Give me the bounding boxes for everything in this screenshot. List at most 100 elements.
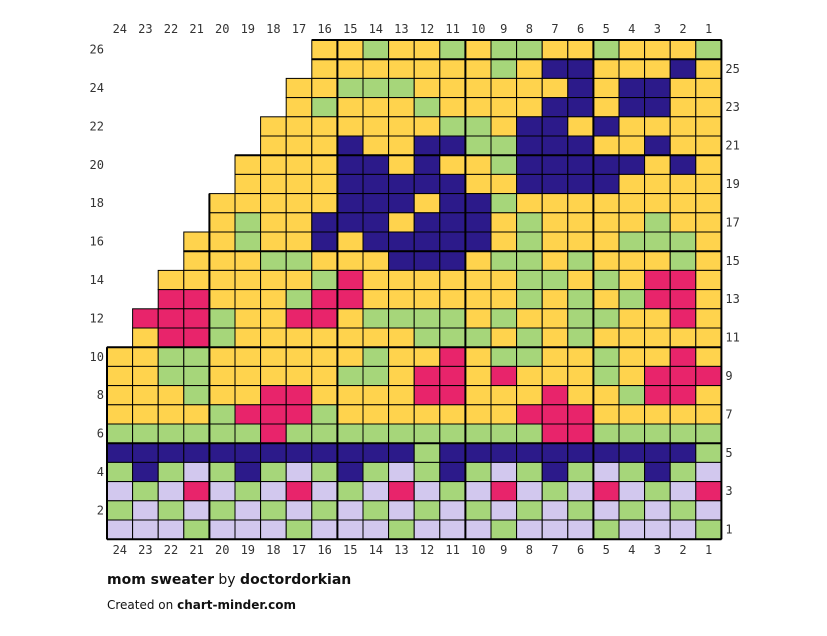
chart-cell [388,289,415,310]
chart-cell [413,327,441,348]
chart-cell [490,423,518,444]
chart-cell [260,327,287,348]
column-tick-top: 8 [526,22,533,36]
chart-cell [592,461,620,483]
chart-cell [362,404,390,425]
chart-cell [618,308,646,329]
chart-cell [695,423,722,444]
chart-cell [439,346,466,367]
chart-cell [567,77,594,99]
chart-cell [362,58,390,79]
chart-cell [516,461,543,483]
site-link[interactable]: chart-minder.com [177,598,296,612]
column-tick-bottom: 18 [266,543,280,557]
chart-cell [567,212,594,233]
chart-cell [132,365,159,387]
chart-cell [669,423,697,444]
chart-cell [592,193,620,214]
chart-cell [541,173,569,195]
row-tick-left: 26 [90,43,104,57]
column-tick-bottom: 17 [292,543,306,557]
chart-cell [567,385,594,406]
chart-cell [285,385,313,406]
chart-cell [106,519,134,540]
chart-cell [183,481,210,502]
chart-cell [618,500,646,521]
chart-cell [567,116,594,137]
column-tick-bottom: 13 [394,543,408,557]
chart-cell [541,116,569,137]
chart-cell [644,423,671,444]
chart-cell [516,500,543,521]
row-tick-left: 10 [90,350,104,364]
row-tick-right: 11 [725,331,739,345]
chart-cell [285,97,313,118]
chart-cell [285,193,313,214]
chart-cell [644,500,671,521]
chart-cell [285,250,313,271]
chart-cell [541,39,569,60]
chart-cell [669,500,697,521]
column-tick-top: 21 [189,22,203,36]
chart-cell [516,365,543,387]
chart-cell [644,385,671,406]
chart-cell [285,500,313,521]
row-tick-right: 21 [725,139,739,153]
chart-cell [413,385,441,406]
chart-cell [208,500,236,521]
chart-cell [388,39,415,60]
chart-cell [311,346,338,367]
chart-cell [234,308,262,329]
chart-cell [541,135,569,156]
chart-cell [669,308,697,329]
chart-cell [183,327,210,348]
chart-cell [208,212,236,233]
chart-cell [567,154,594,175]
chart-cell [567,346,594,367]
chart-cell [413,173,441,195]
chart-cell [439,365,466,387]
chart-cell [618,193,646,214]
chart-cell [695,327,722,348]
chart-cell [183,365,210,387]
chart-cell [592,289,620,310]
chart-cell [439,519,466,540]
chart-cell [311,327,338,348]
chart-cell [132,519,159,540]
chart-cell [592,346,620,367]
chart-cell [439,116,466,137]
chart-cell [260,231,287,252]
chart-cell [644,327,671,348]
chart-cell [208,308,236,329]
chart-cell [208,250,236,271]
chart-cell [695,77,722,99]
chart-cell [260,154,287,175]
chart-cell [260,461,287,483]
chart-cell [618,385,646,406]
column-tick-top: 1 [705,22,712,36]
chart-cell [439,250,466,271]
chart-cell [234,519,262,540]
chart-cell [592,423,620,444]
chart-cell [311,500,338,521]
chart-cell [618,250,646,271]
chart-cell [183,289,210,310]
chart-cell [669,135,697,156]
knitting-chart: 24 23 22 21 20 19 18 17 16 15 14 13 12 11 10 9 8 7 6 5 4 3 2 12… [90,22,740,557]
chart-cell [695,500,722,521]
chart-cell [234,193,262,214]
chart-cell [541,77,569,99]
chart-cell [516,481,543,502]
chart-cell [336,442,364,463]
chart-cell [567,97,594,118]
column-tick-bottom: 8 [526,543,533,557]
chart-cell [157,481,185,502]
chart-cell [336,97,364,118]
chart-cell [311,39,338,60]
chart-cell [516,39,543,60]
chart-cell [362,481,390,502]
chart-cell [439,269,466,291]
column-tick-top: 11 [445,22,459,36]
chart-cell [592,39,620,60]
chart-cell [644,97,671,118]
